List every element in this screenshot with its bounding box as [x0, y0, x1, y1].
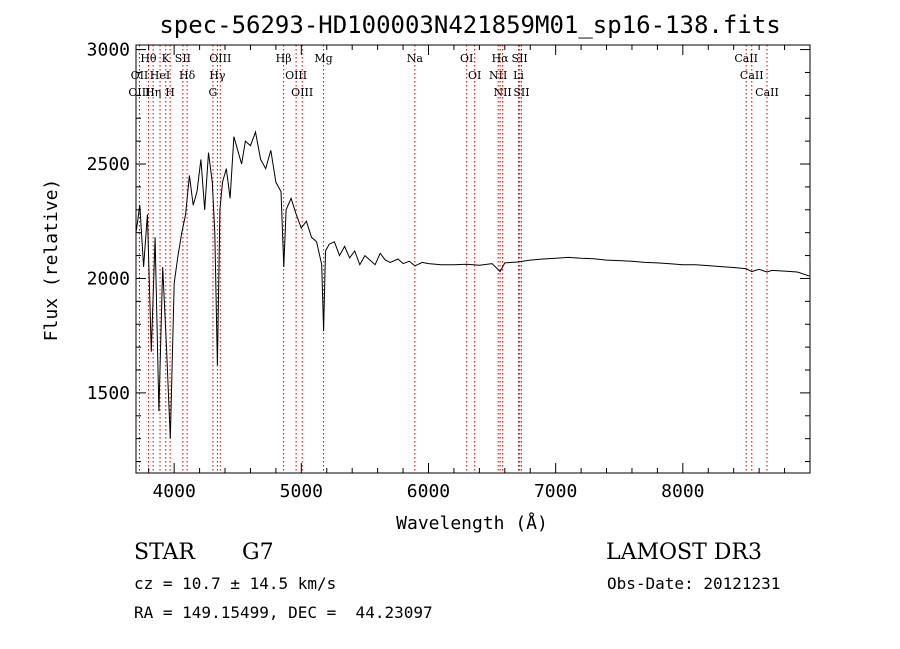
spectral-line-label: OI: [460, 52, 473, 65]
spectral-line-label: OIII: [209, 52, 231, 65]
spectral-line-label: K: [162, 52, 171, 65]
spectral-line-label: NII: [493, 86, 511, 99]
spectral-line-label: Hα: [492, 52, 510, 65]
spectral-line-label: HeI: [150, 69, 170, 82]
x-tick-label: 7000: [534, 481, 577, 502]
y-tick-label: 3000: [87, 40, 130, 61]
x-tick-label: 6000: [407, 481, 450, 502]
spectral-line-label: CaII: [740, 69, 764, 82]
x-tick-label: 8000: [661, 481, 704, 502]
survey-name: LAMOST DR3: [606, 540, 762, 565]
spectral-line-label: Hγ: [209, 69, 226, 82]
x-tick-label: 4000: [152, 481, 195, 502]
chart-title: spec-56293-HD100003N421859M01_sp16-138.f…: [159, 11, 780, 39]
spectral-line-label: SII: [175, 52, 191, 65]
plot-frame: [135, 44, 811, 474]
y-axis-label: Flux (relative): [41, 179, 62, 342]
spectral-line-label: CaII: [734, 52, 758, 65]
spectral-line-label: SII: [512, 52, 528, 65]
spectral-line-label: Hβ: [276, 52, 292, 65]
spectral-line-label: OIII: [291, 86, 313, 99]
spectral-line-label: OIII: [285, 69, 307, 82]
spectral-line-label: OI: [468, 69, 481, 82]
coordinates: RA = 149.15499, DEC = 44.23097: [134, 603, 433, 622]
spectral-line-label: OII: [131, 69, 149, 82]
redshift-velocity: cz = 10.7 ± 14.5 km/s: [134, 574, 337, 593]
object-subclass: G7: [242, 540, 274, 565]
spectral-line-label: H: [165, 86, 175, 99]
observation-date: Obs-Date: 20121231: [607, 574, 781, 593]
x-axis-label: Wavelength (Å): [396, 512, 548, 534]
spectral-line-label: Hθ: [140, 52, 157, 65]
spectral-line-label: Li: [513, 69, 524, 82]
spectral-line-label: Na: [407, 52, 424, 65]
y-tick-label: 1500: [87, 383, 130, 404]
spectral-line-label: OIII: [128, 86, 150, 99]
y-tick-label: 2000: [87, 268, 130, 289]
y-tick-label: 2500: [87, 154, 130, 175]
spectral-line-label: Hη: [145, 86, 161, 99]
object-type: STAR: [134, 540, 195, 565]
spectral-line-label: CaII: [755, 86, 779, 99]
spectrum-line: [135, 130, 811, 439]
spectral-line-label: Hδ: [179, 69, 196, 82]
spectral-line-label: NII: [489, 69, 507, 82]
spectral-line-label: G: [209, 86, 218, 99]
spectral-line-label: SII: [513, 86, 529, 99]
spectral-line-label: Mg: [314, 52, 332, 65]
x-tick-label: 5000: [280, 481, 323, 502]
